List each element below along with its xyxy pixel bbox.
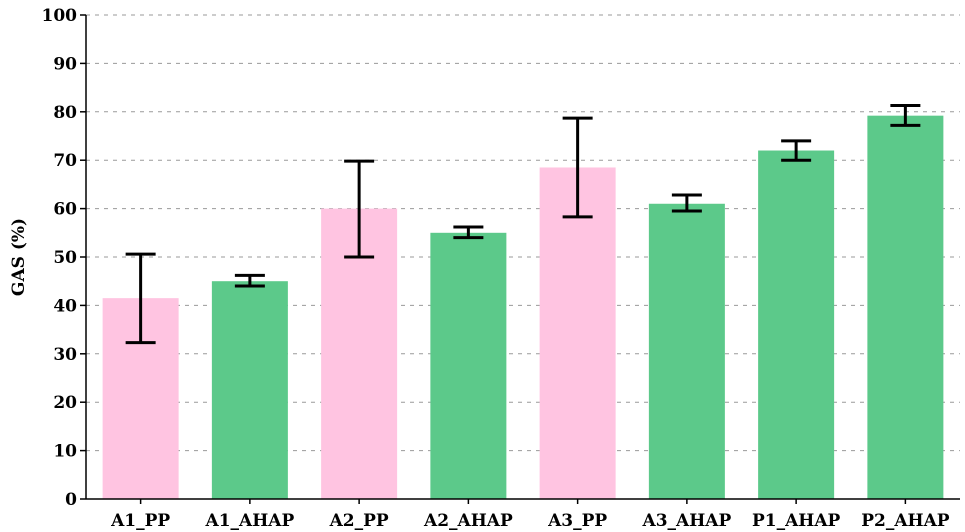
x-tick-label: A1_AHAP [205,511,295,531]
y-tick-labels: 0 10 20 30 40 50 60 70 80 90 100 [42,6,86,510]
error-bar-a2-ahap [453,225,484,240]
error-bar-p2-ahap [890,104,921,127]
error-bars-group [125,104,921,345]
y-tick-label: 60 [53,200,77,220]
error-bar-a3-pp [562,116,593,219]
y-tick-label: 80 [53,103,77,123]
y-tick-label: 90 [53,54,77,74]
error-bar-a2-pp [344,159,375,259]
y-tick-label: 10 [53,442,77,462]
bar-a3-ahap [648,203,725,499]
bar-a1-ahap [211,281,288,499]
x-tick-label: P2_AHAP [861,511,950,531]
y-tick-label: 0 [65,490,77,510]
y-tick-label: 70 [53,151,77,171]
x-tick-labels: A1_PP A1_AHAP A2_PP A2_AHAP A3_PP A3_AHAP P1_A… [110,499,950,531]
x-tick-label: P1_AHAP [752,511,841,531]
error-bar-p1-ahap [781,139,812,162]
bar-a2-ahap [430,232,507,500]
y-tick-label: 30 [53,345,77,365]
y-tick-label: 100 [42,6,78,26]
error-bar-a3-ahap [671,193,702,213]
error-bar-a1-pp [125,252,156,345]
bar-p1-ahap [758,150,835,499]
x-tick-label: A2_PP [329,511,389,531]
x-tick-label: A1_PP [110,511,170,531]
y-tick-label: 20 [53,393,77,413]
bars-group [102,115,944,500]
error-bar-a1-ahap [234,273,265,288]
x-tick-label: A2_AHAP [423,511,513,531]
y-tick-label: 40 [53,296,77,316]
y-tick-label: 50 [53,248,77,268]
x-tick-label: A3_PP [547,511,607,531]
bar-p2-ahap [867,115,944,499]
x-tick-label: A3_AHAP [642,511,732,531]
y-axis-title: GAS (%) [9,218,29,296]
bar-a3-pp [539,167,616,499]
